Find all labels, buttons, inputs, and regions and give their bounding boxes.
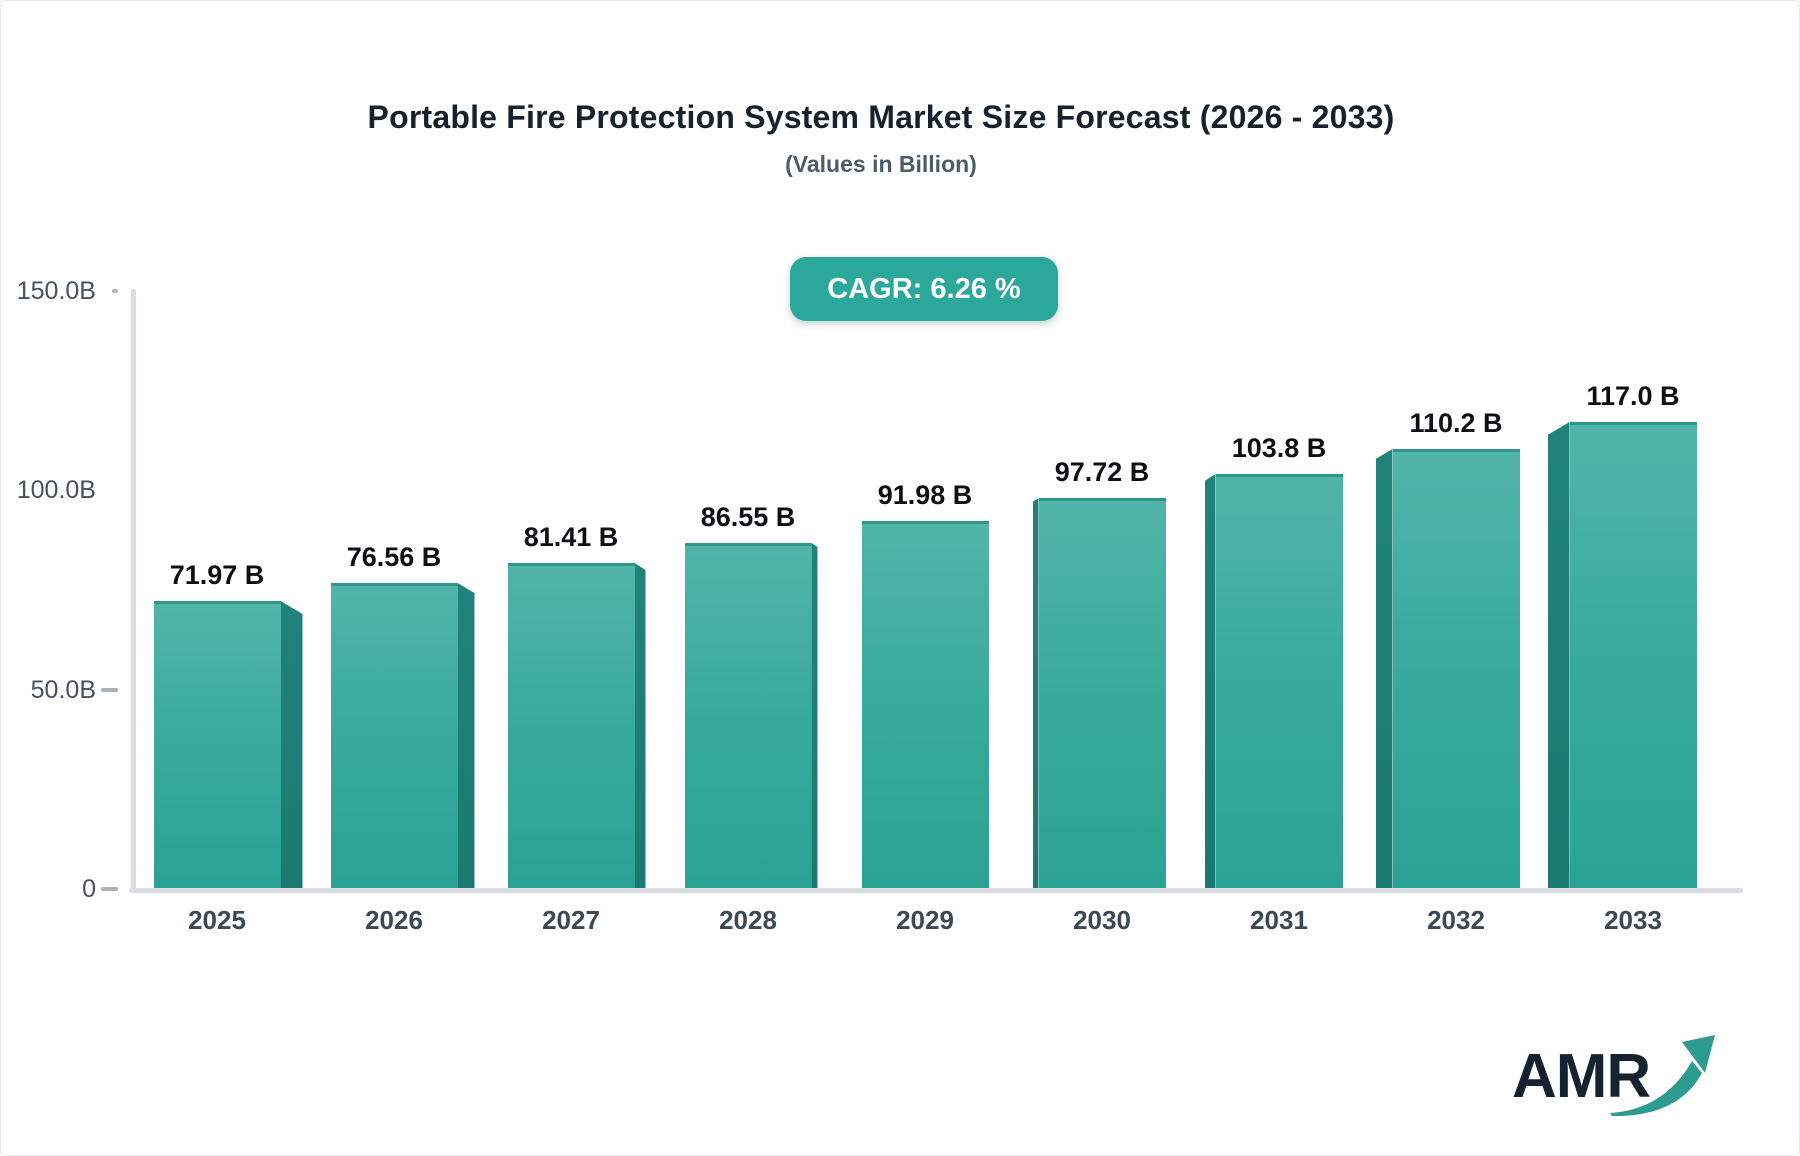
bar-value-label: 76.56 B (346, 542, 442, 572)
bar-2033 (1569, 422, 1697, 888)
bar-side-2027 (634, 563, 646, 888)
bar-side-2032 (1375, 449, 1393, 888)
x-tick-label: 2032 (1427, 905, 1485, 935)
bar-value-label: 81.41 B (523, 522, 619, 552)
bar-value-label: 86.55 B (700, 502, 796, 532)
chart-subtitle: (Values in Billion) (785, 151, 977, 177)
x-tick-label: 2025 (188, 905, 246, 935)
y-tick-dash (101, 687, 118, 692)
bar-value-label: 103.8 B (1231, 433, 1327, 463)
bar-value-label: 117.0 B (1586, 381, 1680, 411)
x-tick-label: 2026 (365, 905, 423, 935)
bar-2029 (861, 521, 989, 888)
bar-2027 (507, 563, 635, 888)
bar-value-label: 110.2 B (1409, 408, 1503, 438)
bar-2030 (1038, 498, 1166, 888)
bar-value-label: 71.97 B (169, 560, 265, 590)
y-axis-line (131, 289, 136, 891)
y-tick-dash (101, 887, 118, 891)
x-tick-label: 2031 (1250, 905, 1308, 935)
amr-logo: AMR (1512, 1035, 1715, 1117)
bar-side-2026 (457, 583, 475, 888)
y-tick-label: 50.0B (30, 675, 96, 704)
cagr-badge: CAGR: 6.26 % (790, 257, 1058, 321)
y-tick-dash (112, 289, 118, 293)
bar-side-2028 (811, 543, 818, 888)
amr-logo-arrow-head (1682, 1035, 1715, 1073)
bar-value-label: 91.98 B (877, 480, 973, 510)
y-tick-label: 150.0B (16, 277, 96, 305)
x-tick-label: 2033 (1604, 905, 1662, 935)
amr-logo-text: AMR (1512, 1042, 1650, 1111)
bar-side-2030 (1032, 498, 1039, 888)
bar-2032 (1392, 449, 1520, 888)
bar-2028 (684, 543, 812, 888)
x-tick-label: 2029 (896, 905, 954, 935)
bar-2031 (1215, 474, 1343, 888)
x-axis-line (129, 888, 1743, 893)
amr-logo-arrow-swoosh (1610, 1061, 1702, 1117)
bar-2026 (330, 583, 458, 888)
y-tick-label: 100.0B (16, 476, 96, 505)
bar-side-2031 (1204, 474, 1216, 888)
x-tick-label: 2027 (542, 905, 600, 935)
y-tick-label: 0 (82, 875, 96, 903)
bar-side-2025 (280, 601, 303, 888)
x-tick-label: 2028 (719, 905, 777, 935)
bar-value-label: 97.72 B (1054, 457, 1150, 487)
plot-area: 150.0B 100.0B 50.0B 0 71.97 B 2025 76.56 B 2026… (17, 277, 1743, 935)
bar-side-2033 (1547, 422, 1570, 888)
bar-2025 (153, 601, 281, 888)
chart-title: Portable Fire Protection System Market S… (367, 99, 1395, 135)
x-tick-label: 2030 (1073, 905, 1131, 935)
